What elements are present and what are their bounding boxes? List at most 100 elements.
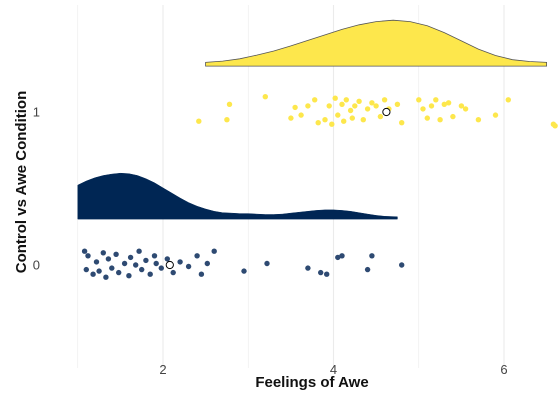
data-point-control bbox=[164, 256, 170, 262]
data-point-awe bbox=[347, 107, 354, 114]
data-point-awe bbox=[433, 97, 439, 103]
data-point-awe bbox=[475, 117, 482, 123]
data-point-control bbox=[339, 253, 345, 259]
data-point-awe bbox=[450, 113, 456, 120]
data-point-awe bbox=[305, 103, 311, 109]
data-point-control bbox=[324, 271, 330, 277]
data-point-control bbox=[143, 257, 149, 264]
data-point-control bbox=[204, 260, 210, 267]
data-point-control bbox=[136, 248, 142, 254]
mean-marker-awe bbox=[382, 107, 391, 117]
data-point-control bbox=[85, 253, 91, 259]
data-point-control bbox=[103, 274, 109, 280]
data-point-awe bbox=[552, 123, 558, 129]
data-point-control bbox=[139, 266, 145, 273]
data-point-control bbox=[153, 260, 159, 267]
data-point-awe bbox=[356, 98, 362, 105]
data-point-awe bbox=[322, 117, 328, 123]
data-point-awe bbox=[335, 112, 341, 118]
data-point-control bbox=[198, 271, 205, 277]
data-point-control bbox=[399, 262, 405, 268]
data-point-control bbox=[121, 260, 128, 267]
data-point-control bbox=[113, 251, 119, 257]
data-point-awe bbox=[262, 94, 268, 100]
y-tick-label: 0 bbox=[33, 258, 40, 273]
mean-marker-control bbox=[165, 260, 174, 270]
data-point-control bbox=[158, 265, 164, 271]
data-point-control bbox=[211, 248, 217, 254]
x-tick-label: 4 bbox=[330, 362, 337, 377]
x-axis-title: Feelings of Awe bbox=[255, 374, 368, 391]
y-axis-title: Control vs Awe Condition bbox=[13, 91, 30, 274]
data-point-awe bbox=[505, 97, 511, 103]
data-point-awe bbox=[420, 106, 426, 112]
data-point-control bbox=[151, 253, 158, 259]
data-point-awe bbox=[360, 117, 366, 123]
data-point-control bbox=[116, 269, 122, 276]
data-point-awe bbox=[492, 112, 499, 118]
data-point-control bbox=[194, 253, 200, 259]
data-point-control bbox=[100, 250, 107, 256]
data-point-awe bbox=[329, 121, 335, 127]
data-point-control bbox=[241, 268, 247, 274]
data-point-awe bbox=[428, 103, 435, 109]
data-point-control bbox=[83, 266, 90, 273]
data-point-awe bbox=[343, 97, 349, 103]
data-point-control bbox=[147, 271, 153, 277]
data-point-control bbox=[305, 265, 311, 271]
x-tick-label: 6 bbox=[500, 362, 507, 377]
data-point-awe bbox=[377, 113, 384, 120]
data-point-awe bbox=[312, 97, 318, 103]
tick-layer: 2 4 6 0 1 bbox=[33, 105, 508, 378]
density-cloud-awe bbox=[205, 19, 547, 67]
data-point-control bbox=[364, 266, 371, 273]
data-point-awe bbox=[424, 115, 430, 121]
data-point-control bbox=[133, 262, 139, 268]
data-point-control bbox=[105, 256, 112, 262]
point-layer bbox=[81, 94, 558, 280]
data-point-awe bbox=[315, 120, 321, 126]
data-point-control bbox=[81, 248, 88, 254]
data-point-awe bbox=[292, 104, 298, 111]
data-point-awe bbox=[369, 100, 375, 106]
data-point-control bbox=[177, 259, 183, 265]
data-point-control bbox=[170, 269, 176, 276]
density-cloud-control bbox=[77, 172, 398, 220]
data-point-awe bbox=[196, 118, 202, 124]
data-point-awe bbox=[373, 103, 379, 109]
data-point-awe bbox=[416, 97, 422, 103]
data-point-awe bbox=[224, 117, 230, 123]
data-point-control bbox=[126, 273, 132, 279]
data-point-control bbox=[93, 259, 100, 265]
data-point-awe bbox=[326, 103, 332, 109]
data-point-awe bbox=[462, 106, 469, 112]
data-point-awe bbox=[332, 95, 338, 101]
data-point-awe bbox=[288, 115, 294, 121]
data-point-control bbox=[335, 254, 341, 261]
data-point-awe bbox=[458, 103, 465, 109]
mean-layer bbox=[165, 107, 391, 270]
data-point-control bbox=[264, 260, 270, 267]
data-point-awe bbox=[298, 112, 304, 118]
data-point-awe bbox=[437, 117, 443, 123]
data-point-control bbox=[127, 254, 134, 261]
data-point-awe bbox=[364, 106, 371, 112]
y-tick-label: 1 bbox=[33, 105, 40, 120]
data-point-control bbox=[96, 268, 102, 274]
data-point-awe bbox=[445, 100, 452, 106]
data-point-control bbox=[369, 253, 375, 259]
data-point-awe bbox=[226, 101, 233, 108]
data-point-awe bbox=[352, 103, 358, 109]
data-point-control bbox=[318, 269, 324, 276]
density-layer bbox=[77, 19, 547, 220]
data-point-awe bbox=[349, 115, 355, 121]
data-point-control bbox=[185, 263, 192, 270]
data-point-awe bbox=[399, 120, 405, 126]
data-point-awe bbox=[394, 101, 401, 108]
data-point-control bbox=[90, 271, 96, 277]
data-point-control bbox=[109, 265, 115, 271]
x-tick-label: 2 bbox=[159, 362, 166, 377]
data-point-awe bbox=[441, 101, 447, 108]
